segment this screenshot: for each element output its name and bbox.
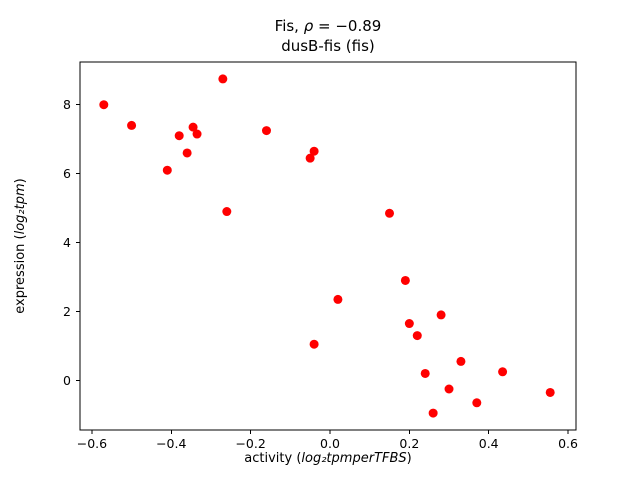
- data-point: [188, 122, 198, 132]
- y-tick-label: 2: [63, 304, 71, 319]
- chart-title: Fis, ρ = −0.89: [275, 17, 382, 35]
- title-correlation-value: = −0.89: [313, 17, 381, 35]
- y-tick-label: 6: [63, 166, 71, 181]
- y-label-suffix: ): [13, 178, 28, 183]
- title-rho-symbol: ρ: [304, 17, 314, 35]
- data-point: [404, 319, 414, 329]
- data-point: [261, 126, 271, 136]
- data-point: [182, 148, 192, 158]
- points-group: [99, 74, 555, 418]
- data-point: [545, 387, 555, 397]
- x-tick-label: 0.0: [320, 436, 340, 451]
- data-point: [127, 120, 137, 130]
- data-point: [428, 408, 438, 418]
- x-tick-label: 0.2: [399, 436, 419, 451]
- x-tick-label: −0.6: [77, 436, 107, 451]
- data-point: [309, 339, 319, 349]
- data-point: [420, 368, 430, 378]
- data-point: [436, 310, 446, 320]
- chart-subtitle: dusB-fis (fis): [281, 37, 375, 55]
- x-axis-label: activity (log₂tpmperTFBS): [244, 451, 411, 466]
- data-point: [218, 74, 228, 84]
- y-tick-label: 0: [63, 373, 71, 388]
- data-point: [99, 100, 109, 110]
- title-prefix: Fis,: [275, 17, 304, 35]
- data-point: [444, 384, 454, 394]
- data-point: [385, 208, 395, 218]
- data-point: [162, 165, 172, 175]
- ticks-group: −0.6 −0.4 −0.2 0.0 0.2 0.4 0.6 0 2 4 6 8: [63, 97, 578, 451]
- data-point: [498, 367, 508, 377]
- data-point: [309, 146, 319, 156]
- x-label-prefix: activity (: [244, 451, 301, 466]
- y-axis-label: expression (log₂tpm): [13, 178, 28, 313]
- x-tick-label: −0.2: [235, 436, 265, 451]
- y-label-prefix: expression (: [13, 234, 28, 313]
- data-point: [192, 129, 202, 139]
- y-tick-label: 8: [63, 97, 71, 112]
- y-label-math: log₂tpm: [13, 183, 28, 234]
- axes-border: [79, 61, 577, 431]
- x-tick-label: −0.4: [156, 436, 186, 451]
- plot-area: [80, 62, 576, 430]
- data-point: [472, 398, 482, 408]
- data-point: [305, 153, 315, 163]
- data-point: [412, 331, 422, 341]
- data-point: [400, 275, 410, 285]
- data-point: [174, 131, 184, 141]
- data-point: [333, 294, 343, 304]
- x-label-math: log₂tpmperTFBS: [301, 451, 406, 466]
- x-label-suffix: ): [407, 451, 412, 466]
- data-point: [222, 207, 232, 217]
- data-point: [456, 356, 466, 366]
- y-tick-label: 4: [63, 235, 71, 250]
- x-tick-label: 0.6: [558, 436, 578, 451]
- x-tick-label: 0.4: [479, 436, 499, 451]
